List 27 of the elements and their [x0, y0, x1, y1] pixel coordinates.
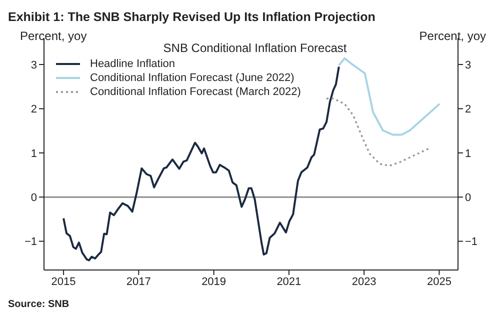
- x-tick-label: 2015: [51, 276, 76, 288]
- y-tick-label: 0: [30, 192, 37, 204]
- source-note: Source: SNB: [8, 299, 70, 310]
- line-series: [62, 66, 340, 262]
- x-tick-label: 2025: [426, 276, 452, 288]
- y2-tick-label: 1: [465, 148, 472, 160]
- line-series: [338, 57, 441, 136]
- chart-title: Exhibit 1: The SNB Sharply Revised Up Its Inflation Projection: [8, 10, 376, 24]
- y-tick-label: 1: [30, 148, 37, 160]
- chart-subtitle: SNB Conditional Inflation Forecast: [163, 41, 347, 55]
- y-tick-label: −1: [24, 236, 37, 248]
- y2-tick-label: −1: [465, 236, 478, 248]
- line-series: [326, 98, 431, 167]
- y2-tick-label: 0: [465, 192, 472, 204]
- y2-tick-label: 3: [465, 59, 472, 72]
- y2-axis-title: Percent, yoy: [419, 29, 486, 43]
- legend-label: Headline Inflation: [90, 57, 176, 71]
- y-tick-label: 2: [30, 104, 37, 116]
- x-tick-label: 2023: [352, 276, 376, 288]
- y-tick-label: 3: [30, 59, 37, 72]
- legend-label: Conditional Inflation Forecast (June 2022): [90, 71, 294, 85]
- legend-label: Conditional Inflation Forecast (March 2022): [90, 85, 301, 99]
- x-tick-label: 2021: [276, 276, 302, 288]
- y-axis-title: Percent, yoy: [20, 29, 87, 43]
- x-tick-label: 2019: [202, 276, 226, 288]
- y2-tick-label: 2: [465, 104, 472, 116]
- x-tick-label: 2017: [126, 276, 151, 288]
